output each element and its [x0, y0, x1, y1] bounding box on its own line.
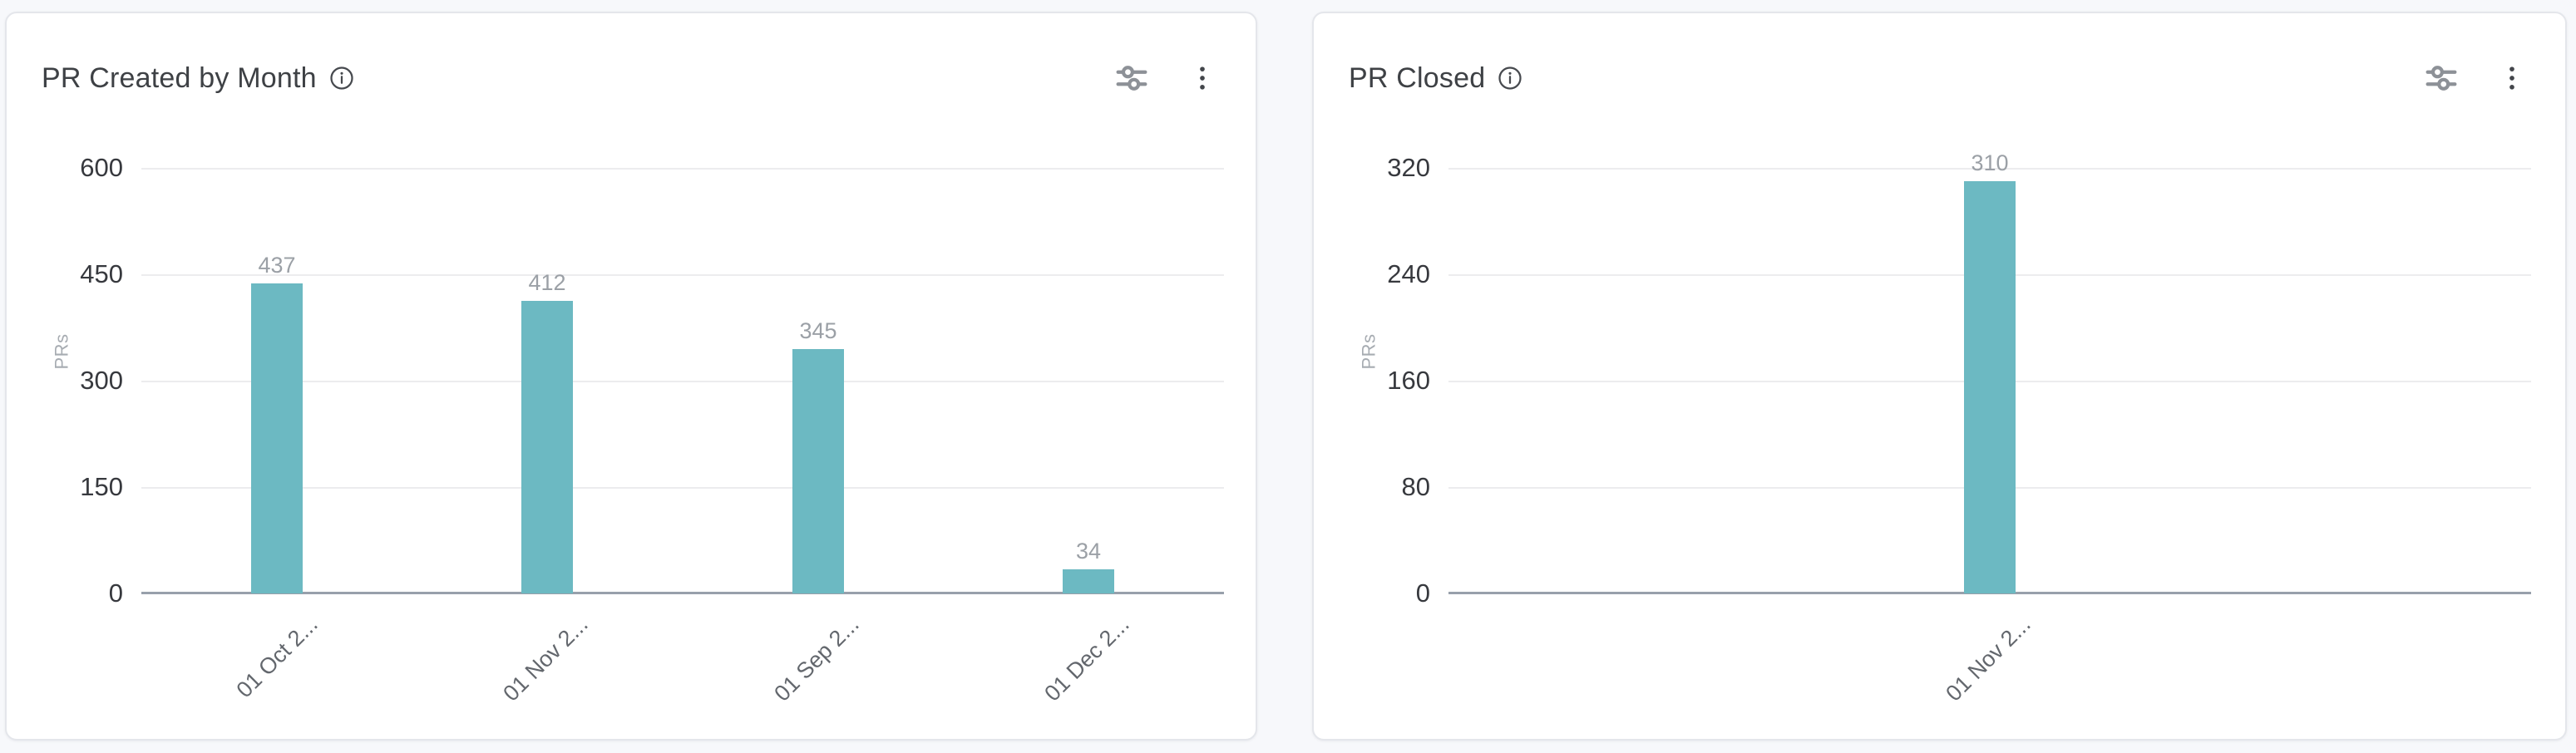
pr-closed-card: PR Closed: [1312, 12, 2567, 741]
x-tick-label: 01 Dec 2...: [1039, 612, 1135, 706]
y-tick-label: 0: [108, 578, 123, 608]
pr-closed-chart: 0 80 160 240 320 PRs 310 01 Nov 2...: [1359, 150, 2531, 706]
chart-settings-sliders-icon[interactable]: [2422, 62, 2460, 95]
card-header: PR Created by Month: [42, 62, 1219, 95]
y-axis-title: PRs: [48, 168, 76, 535]
gridline: [141, 381, 1224, 382]
gridline: [141, 487, 1224, 489]
bar[interactable]: [1964, 181, 2016, 593]
x-tick-label: 01 Oct 2...: [231, 612, 323, 703]
bar[interactable]: [1063, 569, 1114, 593]
bar-value-label: 34: [1075, 539, 1102, 564]
kebab-menu-icon[interactable]: [1186, 62, 1219, 95]
bar-value-label: 310: [1971, 150, 2009, 175]
bar-value-label: 412: [528, 270, 566, 295]
pr-created-by-month-card: PR Created by Month: [5, 12, 1257, 741]
y-tick-label: 240: [1387, 259, 1430, 288]
x-tick-label: 01 Sep 2...: [769, 612, 865, 706]
y-tick-label: 600: [80, 153, 123, 182]
y-tick-label: 450: [80, 259, 123, 288]
bar[interactable]: [251, 283, 303, 593]
chart-settings-sliders-icon[interactable]: [1113, 62, 1151, 95]
pr-created-chart: 0 150 300 450 600 PRs 437 01 Oct 2... 412 01 Nov …: [52, 153, 1224, 706]
x-axis-line: [141, 592, 1224, 594]
gridline: [1448, 168, 2531, 170]
y-axis-title: PRs: [1355, 168, 1384, 535]
y-tick-label: 300: [80, 366, 123, 395]
y-tick-label: 320: [1387, 153, 1430, 182]
y-tick-label: 80: [1401, 472, 1430, 501]
bar[interactable]: [792, 349, 844, 593]
x-tick-label: 01 Nov 2...: [498, 612, 594, 706]
y-axis-title-text: PRs: [52, 333, 72, 370]
card-title: PR Created by Month: [42, 62, 317, 94]
y-tick-label: 0: [1415, 578, 1430, 608]
bar-value-label: 437: [258, 253, 296, 278]
info-icon[interactable]: [329, 66, 354, 91]
card-title: PR Closed: [1349, 62, 1486, 94]
info-icon[interactable]: [1498, 66, 1522, 91]
kebab-menu-icon[interactable]: [2495, 62, 2529, 95]
card-header: PR Closed: [1349, 62, 2529, 95]
bar[interactable]: [521, 301, 573, 593]
x-tick-label: 01 Nov 2...: [1941, 612, 2036, 706]
gridline: [141, 168, 1224, 170]
y-tick-label: 160: [1387, 366, 1430, 395]
gridline: [141, 274, 1224, 276]
y-tick-label: 150: [80, 472, 123, 501]
bar-value-label: 345: [799, 318, 837, 343]
y-axis-title-text: PRs: [1359, 333, 1379, 370]
